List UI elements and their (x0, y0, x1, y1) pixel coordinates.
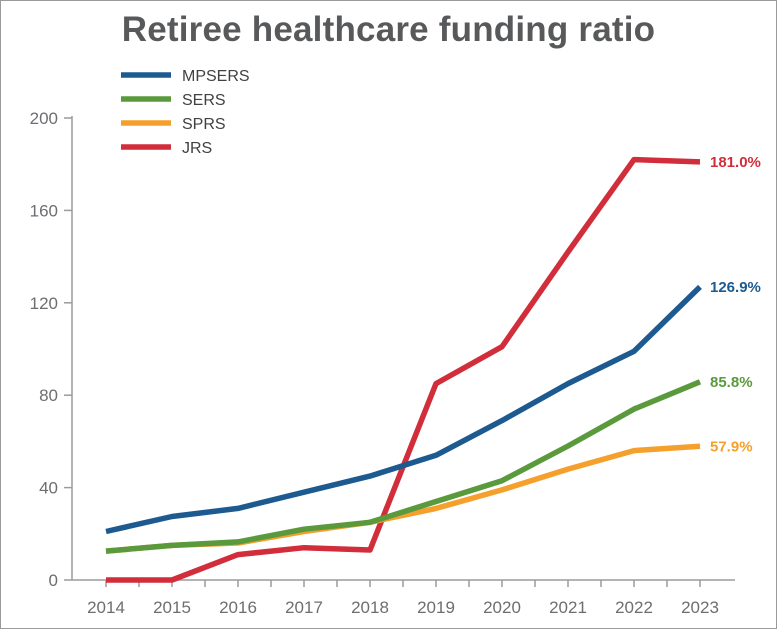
y-axis-tick-labels: 0 40 80 120 160 200 (30, 109, 58, 590)
x-tick-label: 2021 (549, 598, 587, 617)
axes (64, 116, 735, 587)
end-label-mpsers: 126.9% (710, 279, 761, 296)
x-tick-label: 2017 (285, 598, 323, 617)
chart-title: Retiree healthcare funding ratio (121, 10, 656, 49)
x-tick-label: 2022 (615, 598, 653, 617)
legend-label-sprs: SPRS (182, 116, 226, 133)
x-tick-label: 2023 (681, 598, 719, 617)
x-tick-label: 2020 (483, 598, 521, 617)
y-tick-label: 0 (49, 571, 58, 590)
end-label-sers: 85.8% (710, 374, 753, 391)
legend-label-sers: SERS (182, 92, 226, 109)
series-line-mpsers (105, 284, 702, 535)
legend-label-mpsers: MPSERS (182, 68, 250, 85)
x-axis-tick-labels: 2014 2015 2016 2017 2018 2019 2020 2021 2022 2023 (87, 598, 719, 617)
end-label-sprs: 57.9% (710, 438, 753, 455)
x-tick-label: 2016 (219, 598, 257, 617)
y-tick-label: 80 (39, 386, 58, 405)
x-tick-label: 2018 (351, 598, 389, 617)
x-tick-label: 2015 (153, 598, 191, 617)
legend: MPSERS SERS SPRS JRS (121, 68, 250, 157)
y-tick-label: 160 (30, 201, 58, 220)
legend-label-jrs: JRS (182, 140, 212, 157)
y-tick-label: 120 (30, 294, 58, 313)
y-tick-label: 40 (39, 479, 58, 498)
series-lines (105, 156, 702, 583)
y-tick-label: 200 (30, 109, 58, 128)
x-tick-label: 2019 (417, 598, 455, 617)
series-line-sers (105, 379, 702, 554)
x-tick-label: 2014 (87, 598, 125, 617)
end-label-jrs: 181.0% (710, 154, 761, 171)
end-value-labels: 126.9% 85.8% 57.9% 181.0% (710, 154, 761, 455)
